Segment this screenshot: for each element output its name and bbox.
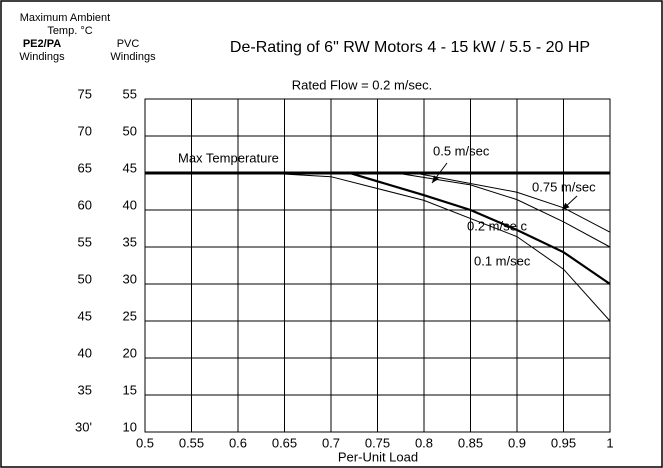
x-tick-label: 0.55: [179, 435, 204, 450]
y-tick-label: 25: [123, 308, 137, 323]
y-tick-label: 45: [123, 160, 137, 175]
chart-title: De-Rating of 6" RW Motors 4 - 15 kW / 5.…: [230, 39, 590, 56]
header-pvc-sub: Windings: [110, 51, 156, 63]
y-tick-label: 15: [123, 382, 137, 397]
y2-tick-label: 30': [75, 419, 92, 434]
label-arrowhead: [562, 202, 570, 210]
series-line: [349, 171, 611, 285]
y2-tick-label: 65: [78, 160, 92, 175]
x-axis-label: Per-Unit Load: [338, 449, 418, 464]
series-line: [265, 172, 611, 322]
label-arrowhead: [432, 175, 439, 183]
y2-tick-label: 55: [78, 234, 92, 249]
y2-tick-label: 40: [78, 345, 92, 360]
header-pe: PE2/PA: [23, 38, 61, 50]
x-tick-label: 0.5: [136, 435, 154, 450]
y-tick-label: 40: [123, 197, 137, 212]
y-tick-label: 50: [123, 123, 137, 138]
x-tick-label: 0.6: [229, 435, 247, 450]
x-tick-label: 0.95: [551, 435, 576, 450]
series-line: [396, 172, 611, 248]
y-tick-label: 30: [123, 271, 137, 286]
y2-tick-label: 60: [78, 197, 92, 212]
header-pvc: PVC: [117, 38, 140, 50]
y2-tick-label: 35: [78, 382, 92, 397]
series-label: 0.1 m/sec: [474, 253, 531, 268]
x-tick-label: 0.8: [415, 435, 433, 450]
series-label: 0.5 m/sec: [433, 143, 490, 158]
chart-subtitle: Rated Flow = 0.2 m/sec.: [292, 77, 433, 92]
header-temp: Temp. °C: [47, 25, 92, 37]
max-temperature-label: Max Temperature: [178, 150, 279, 165]
x-tick-label: 0.85: [458, 435, 483, 450]
plot-border: [144, 98, 611, 433]
y-tick-label: 10: [123, 419, 137, 434]
x-tick-label: 0.65: [272, 435, 297, 450]
y-tick-label: 20: [123, 345, 137, 360]
x-tick-label: 0.7: [322, 435, 340, 450]
y2-tick-label: 75: [78, 86, 92, 101]
y2-tick-label: 45: [78, 308, 92, 323]
series-label: 0.75 m/sec: [532, 179, 596, 194]
header-pe-sub: Windings: [19, 51, 65, 63]
y-tick-label: 55: [123, 86, 137, 101]
series-label: 0.2 m/se c: [467, 218, 527, 233]
x-tick-label: 0.75: [365, 435, 390, 450]
header-ambient: Maximum Ambient: [20, 12, 110, 24]
y2-tick-label: 70: [78, 123, 92, 138]
x-tick-label: 1: [606, 435, 613, 450]
y2-tick-label: 50: [78, 271, 92, 286]
y-tick-label: 35: [123, 234, 137, 249]
series-line: [414, 172, 611, 233]
x-tick-label: 0.9: [508, 435, 526, 450]
